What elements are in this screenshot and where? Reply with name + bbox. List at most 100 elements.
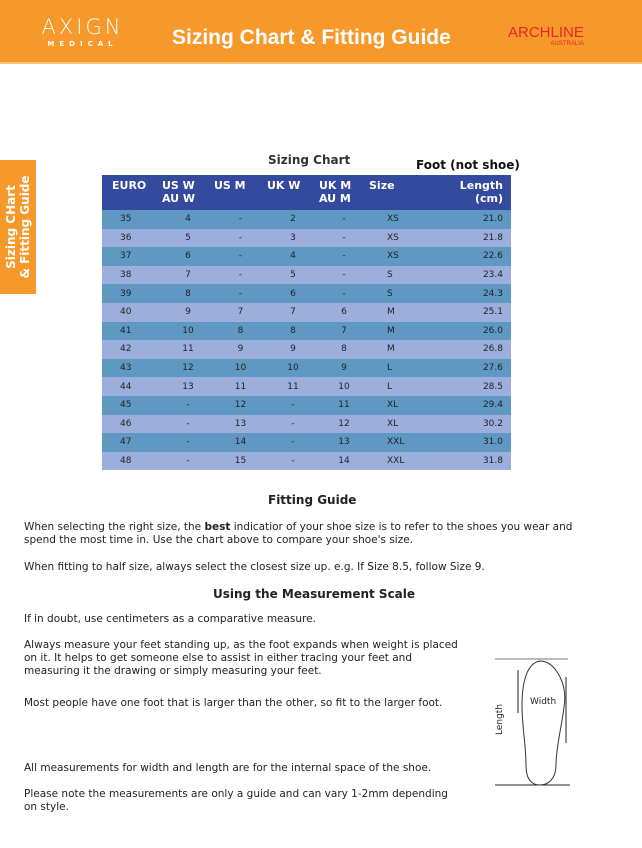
measurement-paragraph-2: Always measure your feet standing up, as…: [24, 639, 458, 677]
table-cell: XL: [387, 400, 399, 411]
table-cell: S: [387, 270, 393, 281]
foot-outline-icon: [495, 658, 570, 786]
archline-logo: ARCHLINE AUSTRALIA: [508, 24, 584, 48]
table-cell: 6: [290, 288, 296, 299]
table-row: 44 13 11 11 10 L 28.5: [102, 377, 511, 396]
table-row: 37 6 - 4 - XS 22.6: [102, 247, 511, 266]
column-header-line: AU M: [319, 192, 351, 205]
table-cell: L: [387, 381, 393, 392]
column-header-line: US M: [214, 179, 246, 192]
table-cell: 12: [338, 418, 350, 429]
table-cell: -: [238, 232, 243, 243]
measurement-paragraph-5: Please note the measurements are only a …: [24, 788, 448, 813]
table-cell: 23.4: [482, 270, 503, 281]
axign-logo: AXIGN MEDICAL: [35, 16, 130, 49]
page-title: Sizing Chart & Fitting Guide: [172, 26, 451, 49]
table-cell: 42: [120, 344, 132, 355]
table-cell: 7: [341, 325, 347, 336]
table-cell: XXL: [387, 456, 405, 467]
width-label: Width: [530, 697, 557, 707]
table-cell: 8: [237, 325, 244, 336]
foot-note: Foot (not shoe): [416, 158, 520, 172]
table-cell: 22.6: [482, 251, 503, 262]
table-cell: 5: [290, 270, 296, 281]
table-cell: 10: [182, 325, 194, 336]
table-cell: S: [387, 288, 393, 299]
table-cell: 43: [120, 363, 132, 374]
table-cell: 3: [290, 232, 296, 243]
table-row: 38 7 - 5 - S 23.4: [102, 265, 511, 285]
table-cell: 13: [182, 381, 194, 392]
table-cell: 8: [290, 325, 296, 336]
table-cell: 28.5: [482, 381, 503, 392]
table-cell: L: [387, 363, 393, 374]
table-cell: 25.1: [482, 307, 503, 318]
table-cell: XXL: [387, 437, 405, 448]
table-cell: -: [342, 288, 346, 299]
table-cell: M: [387, 307, 395, 318]
table-cell: -: [238, 270, 243, 281]
column-header: US M: [214, 175, 267, 210]
length-label: Length: [495, 703, 505, 735]
table-cell: 31.8: [482, 456, 503, 467]
measurement-paragraph-1: If in doubt, use centimeters as a compar…: [24, 613, 316, 625]
table-cell: 4: [290, 251, 296, 262]
table-row: 42 11 9 9 8 M 26.8: [102, 340, 511, 359]
column-header-line: EURO: [112, 179, 147, 192]
table-row: 40 9 7 7 6 M 25.1: [102, 302, 511, 322]
table-row: 36 5 - 3 - XS 21.8: [102, 228, 511, 248]
table-cell: 7: [290, 307, 296, 318]
table-cell: 7: [185, 270, 191, 281]
header-banner: AXIGN MEDICAL Sizing Chart & Fitting Gui…: [0, 0, 642, 64]
table-cell: M: [387, 325, 395, 336]
table-row: 47 - 14 - 13 XXL 31.0: [102, 433, 511, 452]
table-cell: 4: [185, 214, 191, 225]
side-tab-line2: & Fitting Guide: [18, 175, 32, 279]
table-cell: 30.2: [482, 418, 503, 429]
table-row: 41 10 8 8 7 M 26.0: [102, 321, 511, 341]
table-cell: M: [387, 344, 395, 355]
fitting-guide-title: Fitting Guide: [268, 493, 357, 507]
table-cell: -: [342, 251, 346, 262]
table-cell: 8: [185, 288, 191, 299]
table-cell: -: [291, 437, 295, 448]
table-cell: -: [291, 400, 295, 411]
table-cell: 36: [120, 232, 132, 243]
table-cell: 10: [234, 363, 247, 374]
table-cell: -: [238, 214, 243, 225]
side-tab-line1: Sizing CHart: [4, 185, 18, 269]
table-cell: 11: [182, 344, 194, 355]
table-body: 35 4 - 2 - XS 21.0 36 5 - 3 - XS 21.8 37 6 - 4 - XS 22.6 38 7 -…: [102, 210, 511, 471]
table-cell: 26.8: [482, 344, 503, 355]
table-row: 39 8 - 6 - S 24.3: [102, 284, 511, 303]
table-cell: -: [186, 456, 190, 467]
column-header: EURO: [102, 175, 162, 210]
table-cell: XS: [387, 232, 399, 243]
table-cell: 14: [234, 437, 247, 448]
table-row: 43 12 10 10 9 L 27.6: [102, 358, 511, 378]
table-cell: -: [238, 251, 243, 262]
column-header: UK M AU M: [319, 175, 369, 210]
table-cell: 10: [287, 363, 299, 374]
fitting-paragraph-2: When fitting to half size, always select…: [24, 561, 485, 573]
column-header-line: US W: [162, 179, 195, 192]
table-cell: 21.8: [482, 232, 503, 243]
axign-logo-sub: MEDICAL: [47, 40, 118, 48]
column-header-line: AU W: [162, 192, 196, 205]
table-cell: -: [186, 400, 190, 411]
table-cell: 27.6: [482, 363, 503, 374]
table-cell: -: [342, 214, 346, 225]
measurement-paragraph-4: All measurements for width and length ar…: [24, 762, 432, 774]
table-cell: 11: [234, 381, 247, 392]
column-header-line: Size: [369, 179, 395, 192]
table-cell: XL: [387, 418, 399, 429]
axign-logo-text: AXIGN: [41, 15, 124, 39]
column-header: UK W: [267, 175, 319, 210]
table-cell: 5: [185, 232, 191, 243]
table-cell: 15: [234, 456, 247, 467]
column-header: Length (cm): [439, 175, 511, 210]
table-cell: 9: [237, 344, 244, 355]
sizing-chart-title: Sizing Chart: [268, 153, 351, 167]
text: When selecting the right size, the: [24, 521, 205, 533]
table-cell: 6: [341, 307, 347, 318]
